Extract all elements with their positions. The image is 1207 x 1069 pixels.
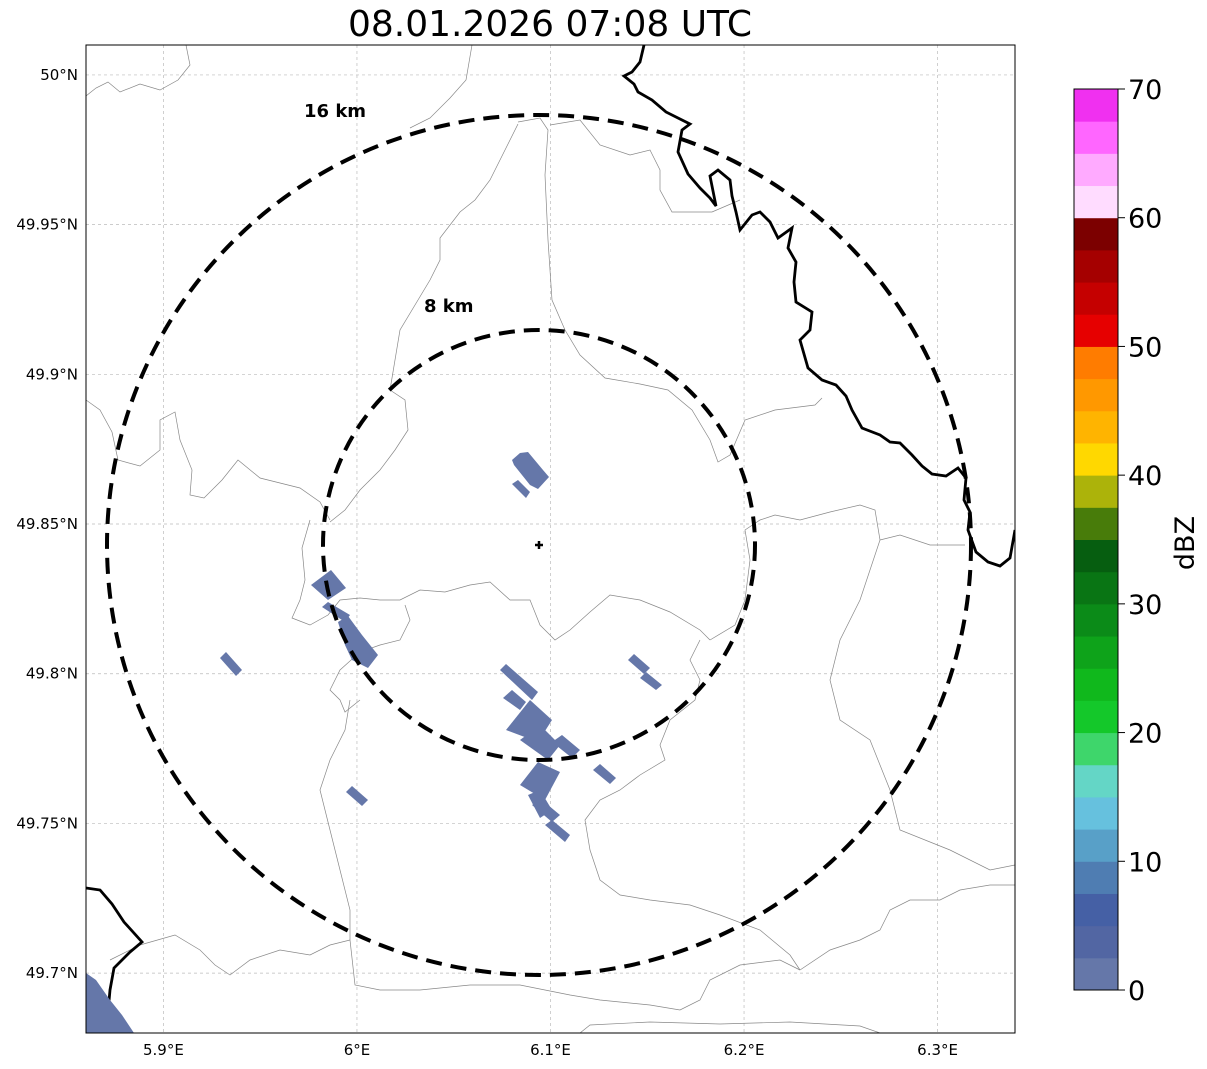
border-east-river <box>621 45 1015 568</box>
colorbar-tick-label: 70 <box>1128 75 1162 106</box>
colorbar-tick-label: 0 <box>1128 976 1145 1007</box>
boundary-center-east <box>709 504 1015 871</box>
colorbar-tick-label: 10 <box>1128 847 1162 878</box>
lat-tick-label: 49.85°N <box>16 515 78 533</box>
boundary-west-mid <box>291 519 711 641</box>
lon-tick-label: 6.2°E <box>724 1041 765 1059</box>
colorbar-segment <box>1074 378 1118 412</box>
colorbar-segment <box>1074 861 1118 894</box>
colorbar-segment <box>1074 121 1118 154</box>
colorbar-segment <box>1074 925 1118 959</box>
boundary-southwest <box>109 934 351 976</box>
echo-cell <box>640 672 662 690</box>
colorbar-segment <box>1074 217 1118 251</box>
axis-tick-labels: 5.9°E 6°E 6.1°E 6.2°E 6.3°E 50°N 49.95°N 49.9°N… <box>16 66 958 1059</box>
colorbar-segment <box>1074 571 1118 605</box>
boundary-bottom <box>579 1021 881 1033</box>
lat-tick-label: 49.7°N <box>26 964 78 982</box>
lat-tick-label: 49.9°N <box>26 365 78 383</box>
colorbar-segment <box>1074 410 1118 444</box>
colorbar-segment <box>1074 185 1118 219</box>
echo-cell <box>552 735 580 758</box>
range-ring-16km <box>105 113 973 977</box>
range-label-16km: 16 km <box>304 101 366 122</box>
lat-tick-label: 49.75°N <box>16 814 78 832</box>
colorbar-tick-label: 20 <box>1128 719 1162 750</box>
lat-tick-label: 49.8°N <box>26 665 78 683</box>
colorbar-segment <box>1074 957 1118 991</box>
colorbar-segment <box>1074 668 1118 701</box>
echo-cell <box>628 654 650 674</box>
boundary-north-west <box>86 45 191 97</box>
echo-cell <box>500 664 538 700</box>
lat-tick-label: 49.95°N <box>16 216 78 234</box>
boundary-south-inner <box>329 604 411 713</box>
echo-cell <box>545 820 570 842</box>
colorbar-segment <box>1074 796 1118 830</box>
colorbar-segment <box>1074 89 1118 122</box>
colorbar-segment <box>1074 603 1118 637</box>
map-title: 08.01.2026 07:08 UTC <box>347 4 753 45</box>
colorbar-segment <box>1074 153 1118 187</box>
echo-cell <box>86 973 134 1033</box>
colorbar-frame <box>1073 88 1119 991</box>
colorbar-segment <box>1074 475 1118 508</box>
admin-boundaries <box>86 45 1015 1033</box>
range-label-8km: 8 km <box>424 296 474 317</box>
echo-cell <box>520 762 560 800</box>
range-ring-8km <box>321 328 757 762</box>
echo-cell <box>520 725 560 760</box>
echo-cell <box>346 786 368 806</box>
colorbar-tick-label: 60 <box>1128 204 1162 235</box>
radar-site-marker <box>535 541 543 549</box>
colorbar-label: dBZ <box>1170 516 1201 570</box>
colorbar-tick-label: 50 <box>1128 332 1162 363</box>
echo-cell <box>593 764 616 784</box>
echo-cell <box>532 800 560 822</box>
lat-tick-label: 50°N <box>40 66 78 84</box>
colorbar-segment <box>1074 507 1118 540</box>
colorbar-segment <box>1074 732 1118 766</box>
colorbar-segment <box>1074 282 1118 315</box>
boundary-river-east <box>549 119 741 213</box>
boundary-north-branch <box>517 117 823 463</box>
boundary-south-east <box>799 884 1015 971</box>
colorbar-segment <box>1074 539 1118 573</box>
radar-echoes <box>86 452 662 1033</box>
boundary-south-east-inner <box>584 639 801 971</box>
colorbar-segment <box>1074 700 1118 734</box>
map-frame <box>85 44 1016 1034</box>
colorbar-segment <box>1074 636 1118 669</box>
gridlines <box>86 45 1015 1033</box>
colorbar-segment <box>1074 442 1118 476</box>
colorbar-segment <box>1074 829 1118 862</box>
echo-cell <box>512 480 530 498</box>
echo-cell <box>338 616 378 668</box>
boundary-mid-north <box>329 123 519 523</box>
echo-cell <box>322 602 350 622</box>
colorbar: 0 10 20 30 40 50 60 70 <box>1073 75 1162 1007</box>
lon-tick-label: 6.3°E <box>917 1041 958 1059</box>
lon-tick-label: 6.1°E <box>530 1041 571 1059</box>
range-rings <box>105 113 973 977</box>
echo-cell <box>220 652 242 676</box>
lon-tick-label: 5.9°E <box>143 1041 184 1059</box>
colorbar-tick-label: 40 <box>1128 461 1162 492</box>
echo-cell <box>503 690 526 710</box>
colorbar-segment <box>1074 314 1118 347</box>
colorbar-segment <box>1074 893 1118 927</box>
colorbar-segment <box>1074 249 1118 283</box>
boundary-west <box>86 399 331 521</box>
boundary-east <box>879 534 965 546</box>
boundary-south-center <box>319 699 801 1011</box>
boundary-north-center <box>409 45 473 129</box>
colorbar-segment <box>1074 764 1118 798</box>
lon-tick-label: 6°E <box>344 1041 371 1059</box>
colorbar-tick-label: 30 <box>1128 590 1162 621</box>
colorbar-segment <box>1074 346 1118 380</box>
map-content <box>86 45 1015 1033</box>
echo-cell <box>512 452 549 489</box>
